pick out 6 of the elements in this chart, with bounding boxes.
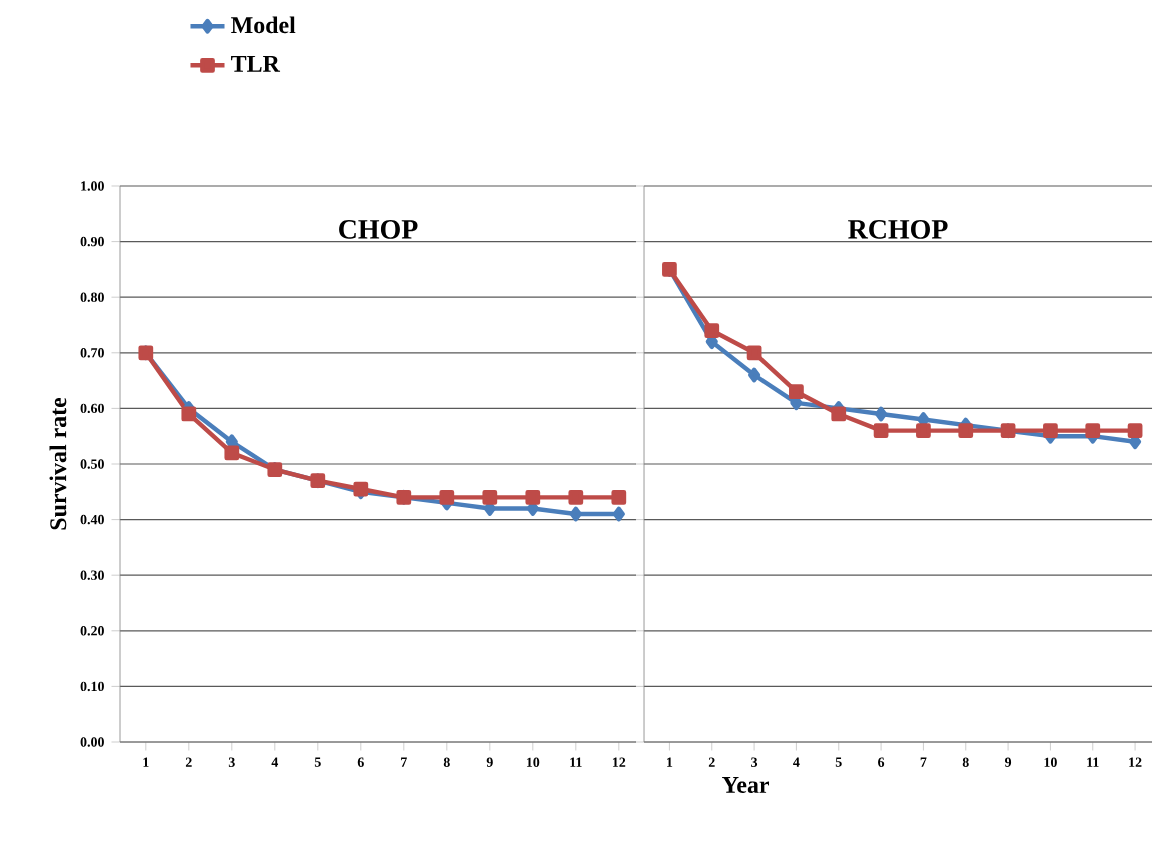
text: RCHOP xyxy=(848,220,948,239)
legend-label: Model xyxy=(231,16,296,34)
y-axis-title: Survival rate xyxy=(49,397,67,530)
text: CHOP xyxy=(339,220,418,239)
legend-label: TLR xyxy=(231,55,281,72)
x-axis-title: Year xyxy=(722,777,770,793)
